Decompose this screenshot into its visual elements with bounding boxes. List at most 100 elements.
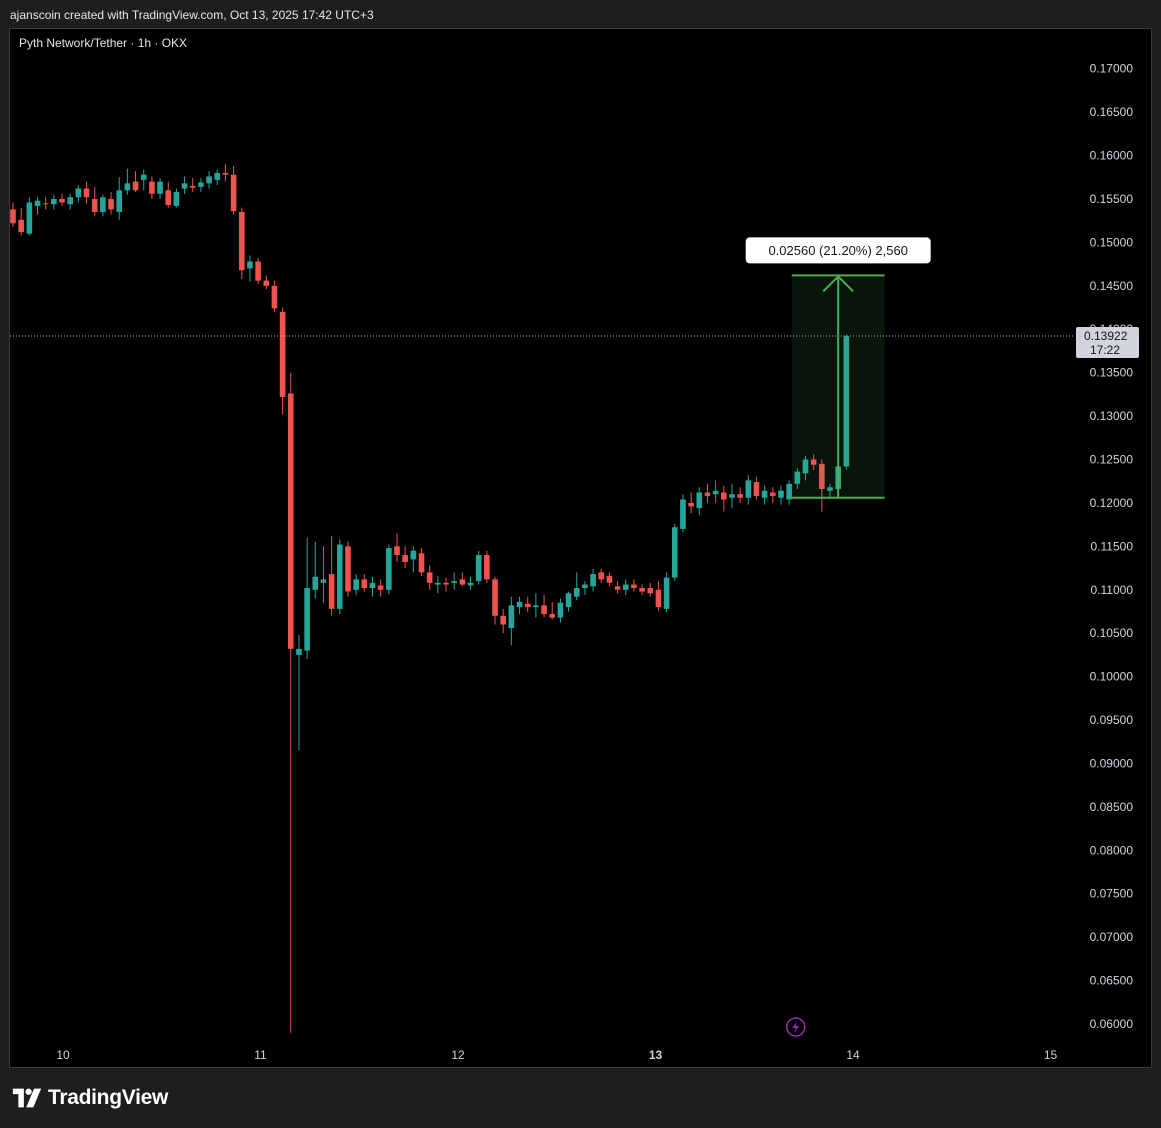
price-tick-label: 0.06500: [1090, 974, 1134, 988]
candle-body: [582, 584, 588, 589]
candle-body: [492, 579, 498, 616]
candle-body: [843, 336, 850, 467]
candle-body: [304, 588, 310, 651]
candle-body: [34, 200, 41, 206]
candle: [263, 275, 270, 290]
candle-body: [484, 555, 490, 580]
candle-body: [42, 203, 49, 205]
time-tick-label: 11: [254, 1048, 267, 1062]
candle-body: [524, 603, 531, 608]
candle-body: [418, 553, 425, 573]
candle-body: [647, 588, 654, 594]
candle-body: [557, 602, 564, 618]
candle: [132, 171, 139, 193]
candle: [377, 579, 384, 597]
candle: [582, 581, 588, 595]
candle-body: [737, 494, 743, 498]
candle-body: [631, 584, 637, 589]
candle-body: [337, 544, 343, 609]
candle-body: [124, 183, 131, 191]
candle-body: [296, 648, 302, 655]
brand-name: TradingView: [48, 1086, 169, 1109]
candle-body: [622, 584, 629, 590]
candle: [819, 459, 825, 512]
candle: [238, 207, 245, 279]
candle-body: [377, 585, 384, 590]
candle: [729, 483, 735, 509]
candle-body: [361, 579, 368, 589]
time-tick-label: 15: [1044, 1048, 1058, 1062]
candle: [108, 192, 114, 215]
candle: [786, 480, 792, 505]
candle-body: [271, 285, 278, 309]
candle-body: [287, 393, 294, 649]
candle: [647, 582, 654, 597]
price-tick-label: 0.07500: [1090, 887, 1134, 901]
candle-body: [696, 492, 703, 509]
price-tick-label: 0.17000: [1090, 62, 1134, 76]
price-tick-label: 0.09000: [1090, 756, 1134, 770]
candle: [720, 485, 727, 512]
chart-frame[interactable]: Pyth Network/Tether · 1h · OKX 0.17000 0.…: [9, 28, 1152, 1068]
candle-body: [745, 480, 752, 498]
candle: [91, 186, 98, 217]
candle: [631, 579, 637, 592]
candle: [206, 171, 212, 189]
candle: [614, 581, 621, 594]
candle: [312, 542, 319, 599]
candle: [337, 539, 343, 615]
candle: [451, 572, 457, 590]
candle-body: [328, 574, 335, 609]
candle: [165, 181, 172, 208]
price-tick-label: 0.11500: [1091, 539, 1134, 553]
lightning-event-icon[interactable]: [785, 1017, 806, 1037]
current-price-badge: [1076, 327, 1139, 359]
candle: [75, 185, 82, 203]
candle: [426, 565, 433, 590]
candle: [467, 576, 474, 590]
candle-body: [500, 615, 506, 625]
measure-label: 0.02560 (21.20%) 2,560: [768, 243, 908, 258]
candle: [753, 476, 760, 500]
candle: [557, 598, 564, 623]
candle-body: [59, 198, 65, 203]
candle: [778, 485, 784, 505]
candle-body: [279, 311, 286, 397]
time-tick-label: 14: [846, 1048, 860, 1062]
candle-body: [549, 614, 556, 618]
tradingview-logo-icon: [12, 1088, 42, 1108]
candlestick-chart[interactable]: Pyth Network/Tether · 1h · OKX 0.170000.…: [10, 29, 1151, 1067]
candle-body: [688, 502, 694, 507]
candle: [10, 202, 16, 227]
candle-body: [206, 176, 212, 184]
price-tick-label: 0.06000: [1090, 1017, 1134, 1031]
time-axis[interactable]: 10 11 12 13 14 15: [56, 1048, 1057, 1062]
candle: [810, 454, 817, 470]
candle: [198, 178, 204, 193]
candle-body: [541, 605, 547, 615]
candle-body: [353, 579, 359, 590]
price-axis[interactable]: 0.17000 0.16500 0.16000 0.15500 0.15000 0.145…: [1090, 62, 1134, 1031]
candle-body: [51, 198, 57, 205]
candle: [524, 596, 531, 613]
tradingview-brand[interactable]: TradingView: [12, 1086, 168, 1110]
candle: [541, 594, 547, 618]
candle: [475, 550, 482, 585]
candle-body: [140, 174, 147, 180]
price-tick-label: 0.11000: [1091, 583, 1134, 597]
candle: [26, 197, 33, 236]
candle: [418, 548, 425, 576]
candle: [622, 579, 629, 595]
candle: [67, 193, 73, 210]
candle-body: [198, 182, 204, 187]
candle-body: [680, 499, 686, 529]
candle: [18, 207, 24, 236]
candle-body: [590, 574, 596, 587]
candle: [361, 574, 368, 592]
candle-body: [165, 190, 172, 206]
candle: [345, 541, 351, 597]
price-tick-label: 0.15000: [1090, 235, 1134, 249]
candle: [51, 194, 57, 210]
candle: [369, 576, 376, 597]
measure-label-box: [745, 237, 931, 264]
